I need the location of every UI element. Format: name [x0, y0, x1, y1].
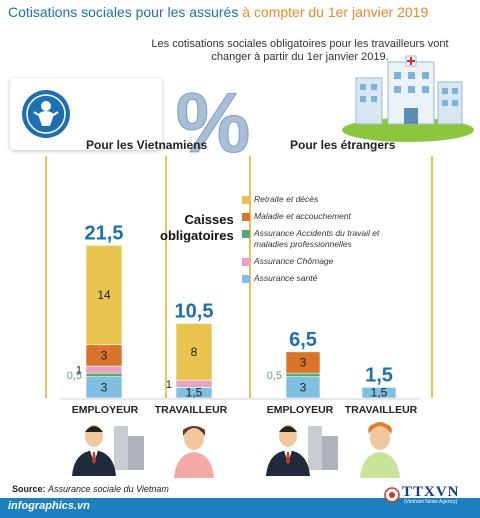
- footer-bar: infographics.vn: [0, 498, 480, 518]
- title-part1: Cotisations sociales pour les assurés: [8, 4, 243, 20]
- category-label-travailleur-vn: TRAVAILLEUR: [154, 404, 228, 416]
- legend-swatch: [242, 275, 250, 283]
- legend-swatch: [242, 196, 250, 204]
- section-vietnamiens: Pour les Vietnamiens: [86, 138, 208, 152]
- page-title: Cotisations sociales pour les assurés à …: [8, 4, 428, 20]
- agency-logo: TTXVN: [402, 484, 460, 500]
- logo-card: [10, 78, 162, 150]
- segment-value-label: 1,5: [371, 386, 388, 400]
- source-note: Source: Assurance sociale du Vietnam: [12, 484, 169, 494]
- legend-label: Retraite et décès: [254, 194, 319, 204]
- source-label: Source:: [12, 484, 46, 494]
- businessman-icon-2: [266, 425, 338, 476]
- segment-value-label: 0,5: [267, 370, 282, 382]
- source-text: Assurance sociale du Vietnam: [48, 484, 169, 494]
- legend-item: Assurance santé: [242, 273, 392, 284]
- bar-segment-accidents: [285, 372, 321, 377]
- percent-graphic: %: [175, 78, 251, 168]
- percent-symbol: %: [176, 78, 251, 168]
- legend-swatch: [242, 230, 250, 238]
- legend-label: Assurance Accidents du travail et maladi…: [254, 228, 380, 249]
- subtitle: Les cotisations sociales obligatoires po…: [151, 38, 449, 63]
- bar-total-label: 6,5: [289, 329, 317, 351]
- legend-label: Maladie et accouchement: [254, 211, 351, 221]
- segment-value-label: 1: [76, 365, 82, 377]
- caisses-label: Caisses obligatoires: [160, 212, 234, 244]
- legend-label: Assurance santé: [254, 273, 318, 283]
- hospital-icon: [342, 55, 474, 142]
- bar-segment-chomage: [85, 365, 123, 374]
- segment-value-label: 8: [191, 345, 198, 359]
- footer-site: infographics.vn: [8, 500, 90, 512]
- caisses-line1: Caisses: [184, 212, 234, 227]
- segment-value-label: 14: [97, 288, 111, 302]
- agency-emblem-icon: [384, 487, 400, 503]
- bar-segment-sante: [361, 387, 397, 399]
- bar-segment-accidents: [85, 372, 123, 377]
- bar-segment-retraite: [85, 245, 123, 346]
- legend-item: Assurance Accidents du travail et maladi…: [242, 228, 392, 250]
- female-worker-icon: [174, 426, 214, 478]
- segment-value-label: 0,5: [67, 370, 82, 382]
- legend-swatch: [242, 213, 250, 221]
- section-etrangers: Pour les étrangers: [290, 138, 396, 152]
- social-insurance-logo-icon: [22, 90, 70, 138]
- businessman-icon: [72, 425, 144, 476]
- bar-segment-maladie: [285, 351, 321, 374]
- bar-total-label: 10,5: [175, 300, 214, 322]
- agency-subtitle: (Vietnam News Agency): [404, 499, 458, 505]
- legend-item: Assurance Chômage: [242, 256, 392, 267]
- category-label-travailleur-et: TRAVAILLEUR: [344, 404, 418, 416]
- caisses-line2: obligatoires: [160, 228, 234, 243]
- segment-value-label: 3: [300, 380, 307, 394]
- segment-value-label: 1,5: [186, 386, 203, 400]
- legend-item: Retraite et décès: [242, 194, 392, 205]
- category-label-employeur-vn: EMPLOYEUR: [71, 404, 139, 416]
- segment-value-label: 3: [101, 348, 108, 362]
- legend-swatch: [242, 258, 250, 266]
- legend-item: Maladie et accouchement: [242, 211, 392, 222]
- segment-value-label: 3: [300, 356, 307, 370]
- bar-segment-retraite: [175, 323, 213, 381]
- legend: Retraite et décès Maladie et accouchement…: [242, 194, 392, 290]
- category-label-employeur-et: EMPLOYEUR: [266, 404, 334, 416]
- bar-total-label: 21,5: [85, 222, 124, 244]
- segment-value-label: 3: [101, 380, 108, 394]
- foreign-worker-icon: [360, 422, 400, 478]
- bar-total-label: 1,5: [365, 364, 393, 386]
- legend-label: Assurance Chômage: [254, 256, 334, 266]
- title-part2: à compter du 1er janvier 2019: [242, 4, 429, 20]
- segment-value-label: 1: [166, 379, 172, 391]
